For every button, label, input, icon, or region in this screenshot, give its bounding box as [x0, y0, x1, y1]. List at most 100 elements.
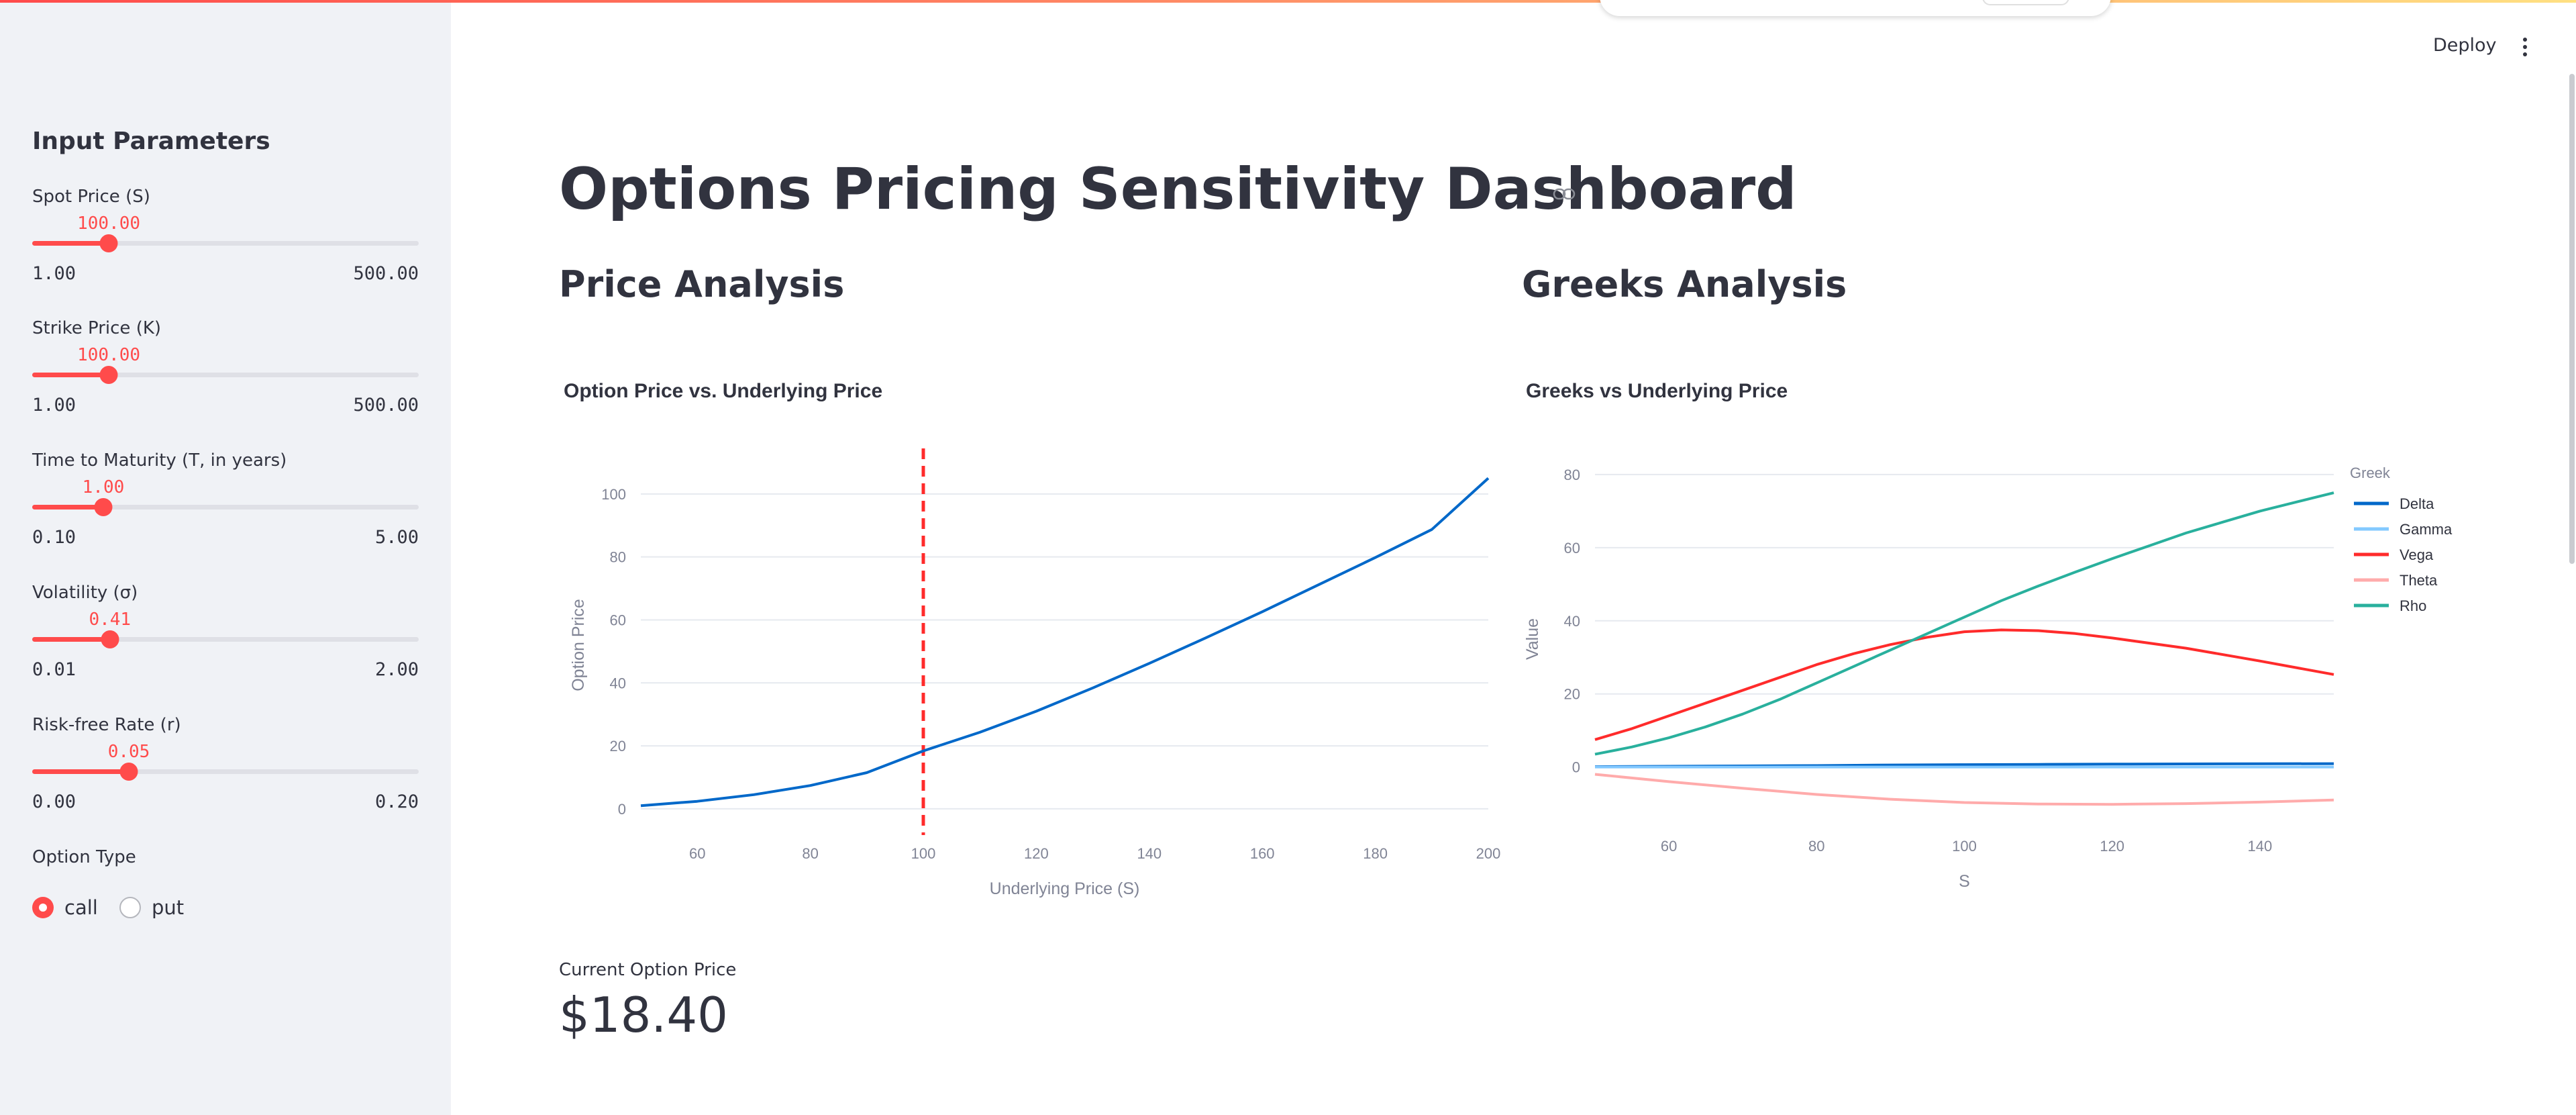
param-slider-1[interactable]: Strike Price (K) 100.00 1.00 500.00: [32, 318, 419, 446]
radio-call[interactable]: call: [32, 894, 98, 921]
x-tick-label: 60: [689, 845, 705, 862]
y-tick-label: 80: [610, 549, 626, 566]
series-line-vega: [1594, 628, 2334, 741]
y-tick-label: 60: [610, 612, 626, 628]
radio-call-label: call: [64, 896, 98, 919]
chart-title: Option Price vs. Underlying Price: [564, 380, 882, 402]
slider-track[interactable]: [32, 241, 419, 246]
main-menu-icon[interactable]: [2516, 35, 2532, 59]
slider-fill: [32, 637, 110, 642]
param-slider-3[interactable]: Volatility (σ) 0.41 0.01 2.00: [32, 583, 419, 710]
y-tick-label: 80: [1564, 467, 1580, 483]
x-tick-label: 140: [2248, 838, 2273, 855]
x-tick-label: 80: [1808, 838, 1824, 855]
y-tick-label: 40: [1564, 613, 1580, 630]
legend-item: Gamma: [2400, 521, 2453, 538]
page-title: Options Pricing Sensitivity Dashboard: [559, 156, 1797, 223]
greeks-analysis-heading: Greeks Analysis: [1522, 263, 1847, 305]
param-value: 0.05: [107, 742, 150, 762]
slider-track[interactable]: [32, 769, 419, 774]
x-tick-label: 80: [802, 845, 818, 862]
slider-thumb[interactable]: [94, 498, 113, 516]
x-tick-label: 100: [1952, 838, 1977, 855]
param-label: Time to Maturity (T, in years): [32, 450, 287, 471]
param-max: 2.00: [374, 659, 419, 680]
param-max: 500.00: [353, 263, 419, 284]
chart-title: Greeks vs Underlying Price: [1526, 380, 1788, 402]
param-min: 0.01: [32, 659, 76, 680]
param-max: 500.00: [353, 395, 419, 416]
legend-title: Greek: [2350, 465, 2391, 481]
slider-fill: [32, 769, 129, 774]
param-label: Strike Price (K): [32, 318, 162, 338]
param-label: Risk-free Rate (r): [32, 715, 181, 735]
param-slider-4[interactable]: Risk-free Rate (r) 0.05 0.00 0.20: [32, 715, 419, 842]
slider-fill: [32, 241, 109, 246]
legend-item: Vega: [2400, 546, 2434, 563]
y-tick-label: 0: [1572, 759, 1580, 776]
x-tick-label: 160: [1250, 845, 1275, 862]
radio-put[interactable]: put: [119, 894, 184, 921]
sidebar: Input Parameters Spot Price (S) 100.00 1.0…: [0, 0, 451, 1115]
scrollbar[interactable]: [2569, 74, 2575, 564]
x-tick-label: 120: [2100, 838, 2124, 855]
param-min: 1.00: [32, 395, 76, 416]
param-max: 5.00: [374, 527, 419, 548]
y-tick-label: 20: [1564, 686, 1580, 703]
radio-put-label: put: [152, 896, 185, 919]
param-min: 1.00: [32, 263, 76, 284]
slider-thumb[interactable]: [101, 630, 119, 648]
y-axis-label: Option Price: [569, 599, 588, 691]
param-value: 100.00: [77, 213, 141, 234]
deploy-button[interactable]: Deploy: [2433, 35, 2497, 56]
top-accent-bar: [0, 0, 2576, 3]
legend-item: Rho: [2400, 597, 2426, 614]
radio-put-circle[interactable]: [119, 897, 141, 918]
y-tick-label: 0: [618, 801, 626, 818]
param-slider-0[interactable]: Spot Price (S) 100.00 1.00 500.00: [32, 187, 419, 314]
popup-pill: [1982, 0, 2069, 5]
slider-fill: [32, 505, 103, 510]
legend-item: Delta: [2400, 495, 2434, 512]
x-axis-label: S: [1959, 872, 1970, 891]
x-tick-label: 60: [1661, 838, 1677, 855]
y-tick-label: 60: [1564, 540, 1580, 556]
param-min: 0.10: [32, 527, 76, 548]
param-label: Volatility (σ): [32, 583, 138, 603]
slider-track[interactable]: [32, 637, 419, 642]
legend-item: Theta: [2400, 572, 2438, 589]
series-line-rho: [1594, 491, 2334, 756]
series-line-0: [640, 477, 1490, 808]
series-line-theta: [1594, 773, 2334, 806]
y-tick-label: 20: [610, 738, 626, 755]
slider-track[interactable]: [32, 373, 419, 377]
price-analysis-heading: Price Analysis: [559, 263, 845, 305]
param-value: 0.41: [89, 610, 132, 630]
x-axis-label: Underlying Price (S): [990, 879, 1140, 898]
metric-label: Current Option Price: [559, 960, 737, 980]
x-tick-label: 140: [1137, 845, 1162, 862]
x-tick-label: 200: [1476, 845, 1501, 862]
radio-call-circle[interactable]: [32, 897, 54, 918]
metric-value: $18.40: [559, 987, 728, 1043]
param-slider-2[interactable]: Time to Maturity (T, in years) 1.00 0.10 5.…: [32, 450, 419, 578]
x-tick-label: 120: [1024, 845, 1049, 862]
param-max: 0.20: [374, 791, 419, 812]
param-value: 100.00: [77, 345, 141, 365]
slider-thumb[interactable]: [119, 763, 138, 781]
param-value: 1.00: [82, 477, 125, 497]
slider-track[interactable]: [32, 505, 419, 510]
slider-thumb[interactable]: [99, 234, 118, 252]
x-tick-label: 100: [911, 845, 936, 862]
param-min: 0.00: [32, 791, 76, 812]
link-icon[interactable]: [1553, 187, 1576, 201]
y-axis-label: Value: [1523, 618, 1542, 660]
sidebar-title: Input Parameters: [32, 128, 270, 155]
top-popup: [1600, 0, 2111, 16]
slider-fill: [32, 373, 109, 377]
y-tick-label: 40: [610, 675, 626, 691]
option-type-label: Option Type: [32, 847, 136, 867]
x-tick-label: 180: [1363, 845, 1388, 862]
slider-thumb[interactable]: [99, 366, 118, 384]
